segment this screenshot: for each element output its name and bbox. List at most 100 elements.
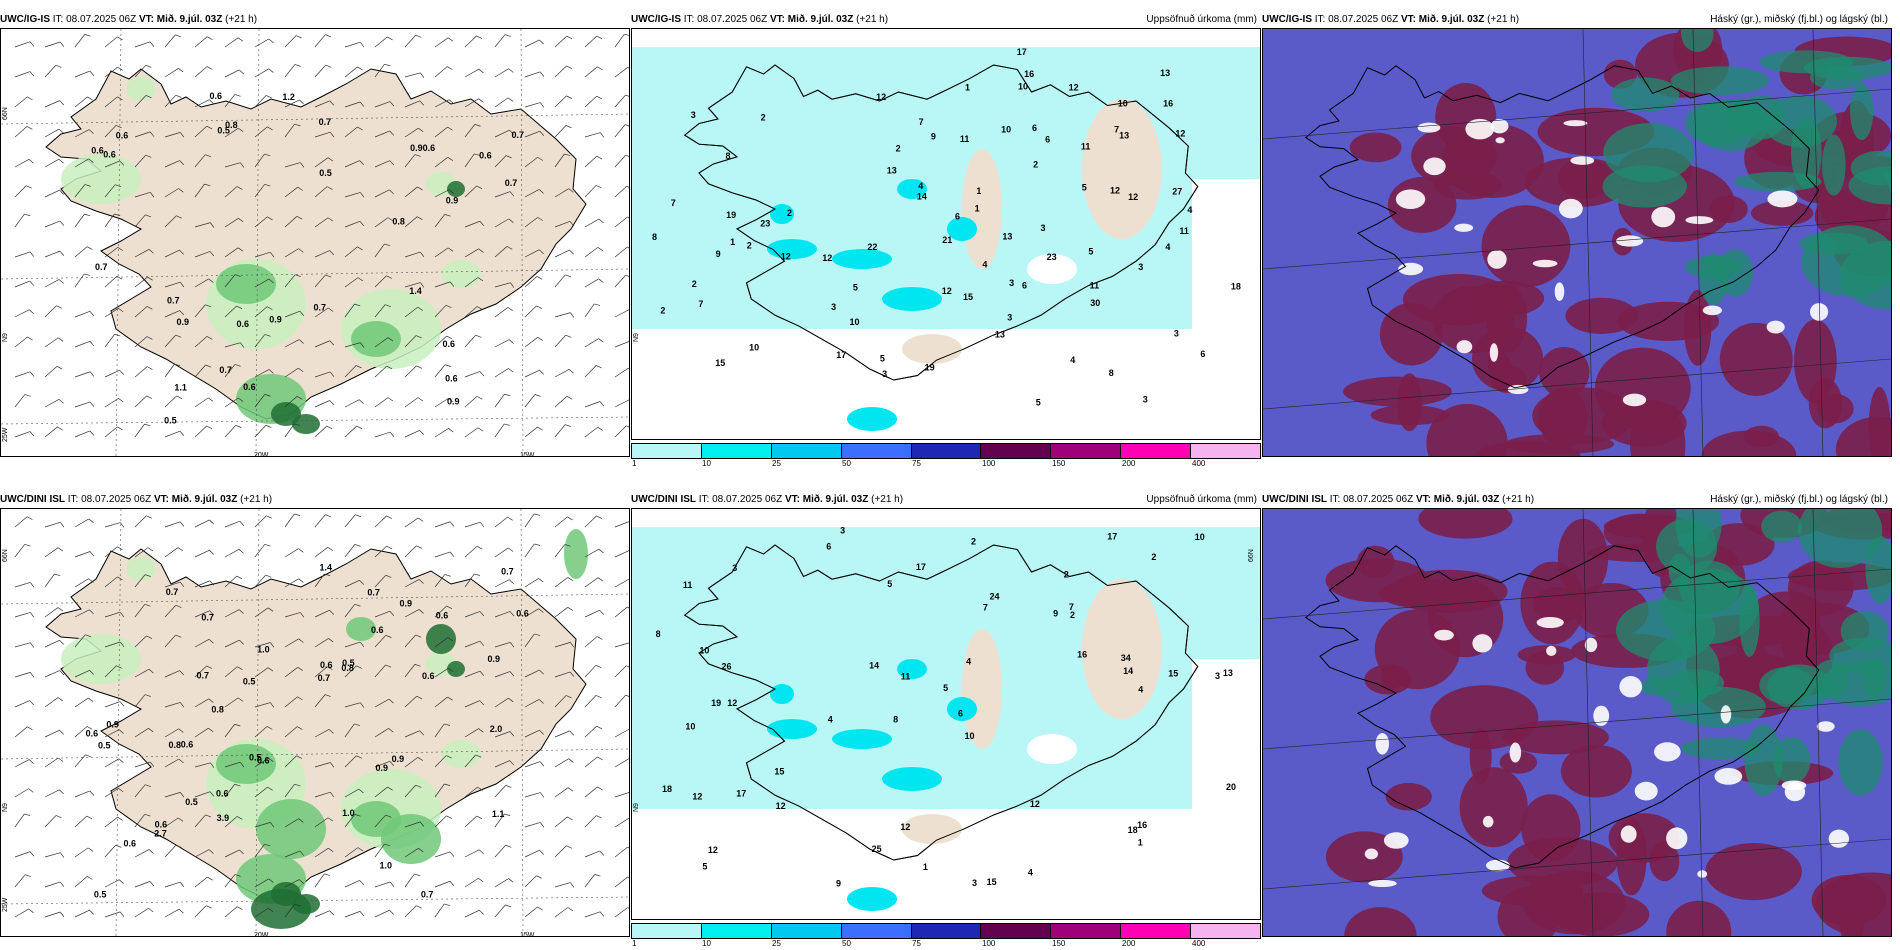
lead-time: (+21 h) — [1487, 14, 1520, 25]
wind-barb — [314, 729, 334, 738]
wind-barb — [164, 817, 184, 828]
wind-barb — [134, 214, 152, 228]
clear-area — [1532, 259, 1558, 268]
wind-barb — [554, 642, 575, 648]
wind-barb — [464, 306, 483, 318]
legend-swatch — [1121, 924, 1192, 938]
wind-barb — [104, 701, 125, 708]
high-cloud-area — [1699, 253, 1728, 305]
dry-area — [1027, 734, 1077, 764]
precip-area — [381, 814, 441, 864]
value-label: 18 — [1128, 825, 1138, 835]
lat-line — [1263, 88, 1891, 140]
wind-barb — [614, 694, 629, 708]
wind-barb — [404, 579, 424, 588]
wind-barb — [374, 189, 394, 198]
wind-barb — [284, 612, 305, 618]
value-label: 3 — [882, 369, 887, 379]
wind-barb — [284, 696, 303, 708]
wind-barb — [614, 185, 629, 198]
value-label: 0.6 — [479, 151, 492, 161]
wind-barb — [374, 881, 395, 888]
value-label: 0.6 — [320, 660, 333, 670]
value-label: 6 — [1200, 349, 1205, 359]
value-label: 1 — [975, 203, 980, 213]
wind-barb — [614, 728, 629, 738]
value-label: 0.6 — [422, 671, 435, 681]
wind-barb — [104, 247, 123, 258]
precip-intense-area — [847, 887, 897, 911]
cloud-panel-igis: UWC/IG-IS IT: 08.07.2025 06Z VT: Mið. 9.… — [1262, 12, 1892, 457]
wind-barb — [134, 131, 155, 138]
wind-barb — [194, 849, 214, 858]
wind-barb — [74, 371, 95, 378]
value-label: 11 — [901, 672, 911, 682]
wind-barb — [434, 247, 454, 258]
wind-barb — [494, 731, 515, 738]
wind-barb — [134, 64, 152, 78]
wind-barb — [464, 670, 485, 678]
wind-barb — [584, 95, 603, 108]
mid-cloud-area — [1459, 767, 1528, 848]
wind-barb — [14, 71, 35, 78]
wind-barb — [584, 278, 604, 288]
mid-cloud-area — [1481, 205, 1571, 288]
wind-barb — [344, 342, 365, 348]
wind-barb — [524, 102, 545, 108]
wind-barb — [434, 667, 454, 678]
value-label: 22 — [867, 242, 877, 252]
value-label: 3 — [1007, 313, 1012, 323]
value-label: 0.6 — [516, 608, 529, 618]
value-label: 4 — [1187, 205, 1192, 215]
wind-barb — [344, 755, 362, 768]
wind-barb — [254, 543, 271, 558]
wind-barb — [434, 551, 455, 558]
clear-area — [1546, 645, 1557, 657]
wind-barb — [374, 760, 395, 768]
value-label: 10 — [749, 342, 759, 352]
wind-barb — [524, 249, 544, 258]
wind-barb — [194, 222, 215, 228]
wind-barb — [344, 221, 365, 228]
wind-barb — [524, 305, 543, 318]
wind-barb — [494, 579, 514, 588]
value-label: 2 — [971, 537, 976, 547]
wind-barb — [104, 729, 124, 738]
value-label: 17 — [1107, 531, 1117, 541]
value-label: 25 — [872, 844, 882, 854]
wind-barb — [464, 611, 485, 618]
wind-barb — [584, 155, 603, 168]
mid-cloud-area — [1719, 322, 1793, 396]
value-label: 2.0 — [490, 724, 503, 734]
wind-barb — [134, 336, 153, 348]
lat-label-65n: N9 — [633, 333, 640, 342]
value-label: 3 — [1143, 394, 1148, 404]
wind-barb — [614, 521, 629, 528]
value-label: 8 — [893, 715, 898, 725]
wind-barb — [434, 126, 453, 138]
value-label: 27 — [1172, 187, 1182, 197]
valid-time-prefix: VT: — [153, 494, 169, 505]
legend-tick-label: 200 — [1122, 459, 1136, 468]
wind-barb — [614, 124, 629, 138]
wind-barb — [44, 41, 65, 48]
value-label: 0.6 — [181, 740, 194, 750]
no-precip-area — [1192, 179, 1260, 329]
wind-barb — [434, 99, 454, 108]
wind-barb — [284, 903, 301, 918]
wind-barb — [344, 880, 365, 888]
value-label: 1.4 — [409, 286, 422, 296]
lon-label-25w: 25W — [2, 427, 9, 442]
wind-barb — [344, 847, 364, 858]
precip-area — [441, 260, 481, 288]
wind-barb — [404, 430, 425, 438]
wind-barb — [314, 157, 334, 168]
wind-barb — [224, 37, 244, 48]
legend-tick-label: 1 — [632, 939, 637, 948]
value-label: 0.5 — [217, 125, 230, 135]
wind-barb — [374, 63, 391, 78]
panel-header: UWC/DINI ISL IT: 08.07.2025 06Z VT: Mið.… — [0, 492, 630, 508]
wind-barb — [374, 337, 394, 348]
value-label: 1.1 — [492, 809, 505, 819]
value-label: 11 — [1179, 226, 1189, 236]
